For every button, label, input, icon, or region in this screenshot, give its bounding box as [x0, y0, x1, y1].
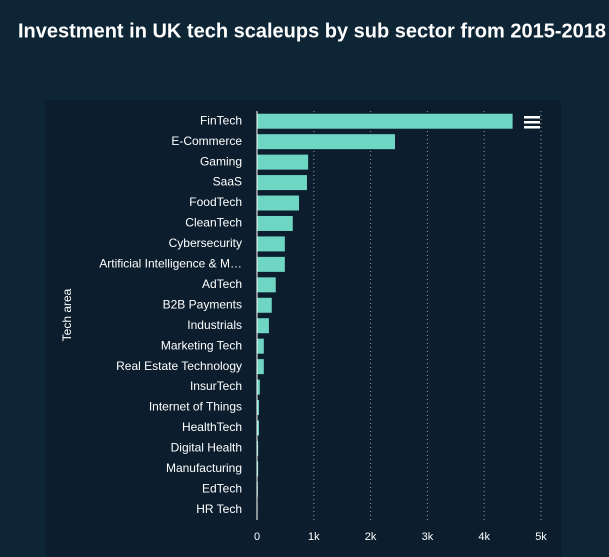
- bar: [257, 420, 259, 436]
- x-tick-label: 4k: [478, 531, 490, 543]
- y-tick-label: EdTech: [202, 481, 242, 495]
- y-tick-label: InsurTech: [190, 379, 242, 393]
- y-axis-label: Tech area: [60, 288, 74, 341]
- y-tick-label: Real Estate Technology: [116, 359, 242, 373]
- y-tick-label: Manufacturing: [166, 461, 242, 475]
- y-tick-label: Internet of Things: [149, 400, 242, 414]
- bar: [257, 379, 260, 395]
- y-tick-label: E-Commerce: [171, 134, 242, 148]
- menu-icon-bar: [524, 126, 540, 129]
- bar: [257, 400, 259, 416]
- bar: [257, 256, 285, 272]
- y-tick-label: AdTech: [202, 277, 242, 291]
- bar: [257, 359, 264, 375]
- bar: [257, 461, 259, 477]
- bar: [257, 195, 300, 211]
- y-tick-label: HealthTech: [182, 420, 242, 434]
- y-tick-label: Industrials: [187, 318, 242, 332]
- bar: [257, 318, 269, 334]
- y-tick-label: FinTech: [200, 113, 242, 127]
- x-tick-label: 3k: [422, 531, 434, 543]
- y-tick-label: Gaming: [200, 154, 242, 168]
- menu-button[interactable]: [522, 113, 542, 131]
- y-tick-label: FoodTech: [189, 195, 242, 209]
- x-tick-label: 5k: [535, 531, 547, 543]
- bar: [257, 338, 264, 354]
- y-tick-label: Marketing Tech: [161, 338, 242, 352]
- x-tick-label: 0: [254, 531, 260, 543]
- bar: [257, 297, 272, 313]
- bar: [257, 440, 259, 456]
- chart-title: Investment in UK tech scaleups by sub se…: [18, 20, 606, 42]
- y-tick-label: B2B Payments: [163, 297, 242, 311]
- bar: [257, 134, 396, 150]
- y-tick-label: HR Tech: [196, 502, 242, 516]
- bar: [257, 113, 513, 129]
- y-tick-label: Digital Health: [171, 441, 242, 455]
- bar: [257, 154, 309, 170]
- x-tick-label: 2k: [365, 531, 377, 543]
- bar: [257, 236, 285, 252]
- bar: [257, 215, 293, 231]
- y-tick-label: Cybersecurity: [169, 236, 242, 250]
- y-tick-label: Artificial Intelligence & M…: [99, 257, 242, 271]
- y-tick-label: CleanTech: [185, 216, 242, 230]
- menu-icon-bar: [524, 121, 540, 124]
- x-tick-label: 1k: [308, 531, 320, 543]
- y-tick-label: SaaS: [213, 175, 242, 189]
- menu-icon-bar: [524, 116, 540, 119]
- bar: [257, 277, 276, 293]
- bar: [257, 175, 307, 191]
